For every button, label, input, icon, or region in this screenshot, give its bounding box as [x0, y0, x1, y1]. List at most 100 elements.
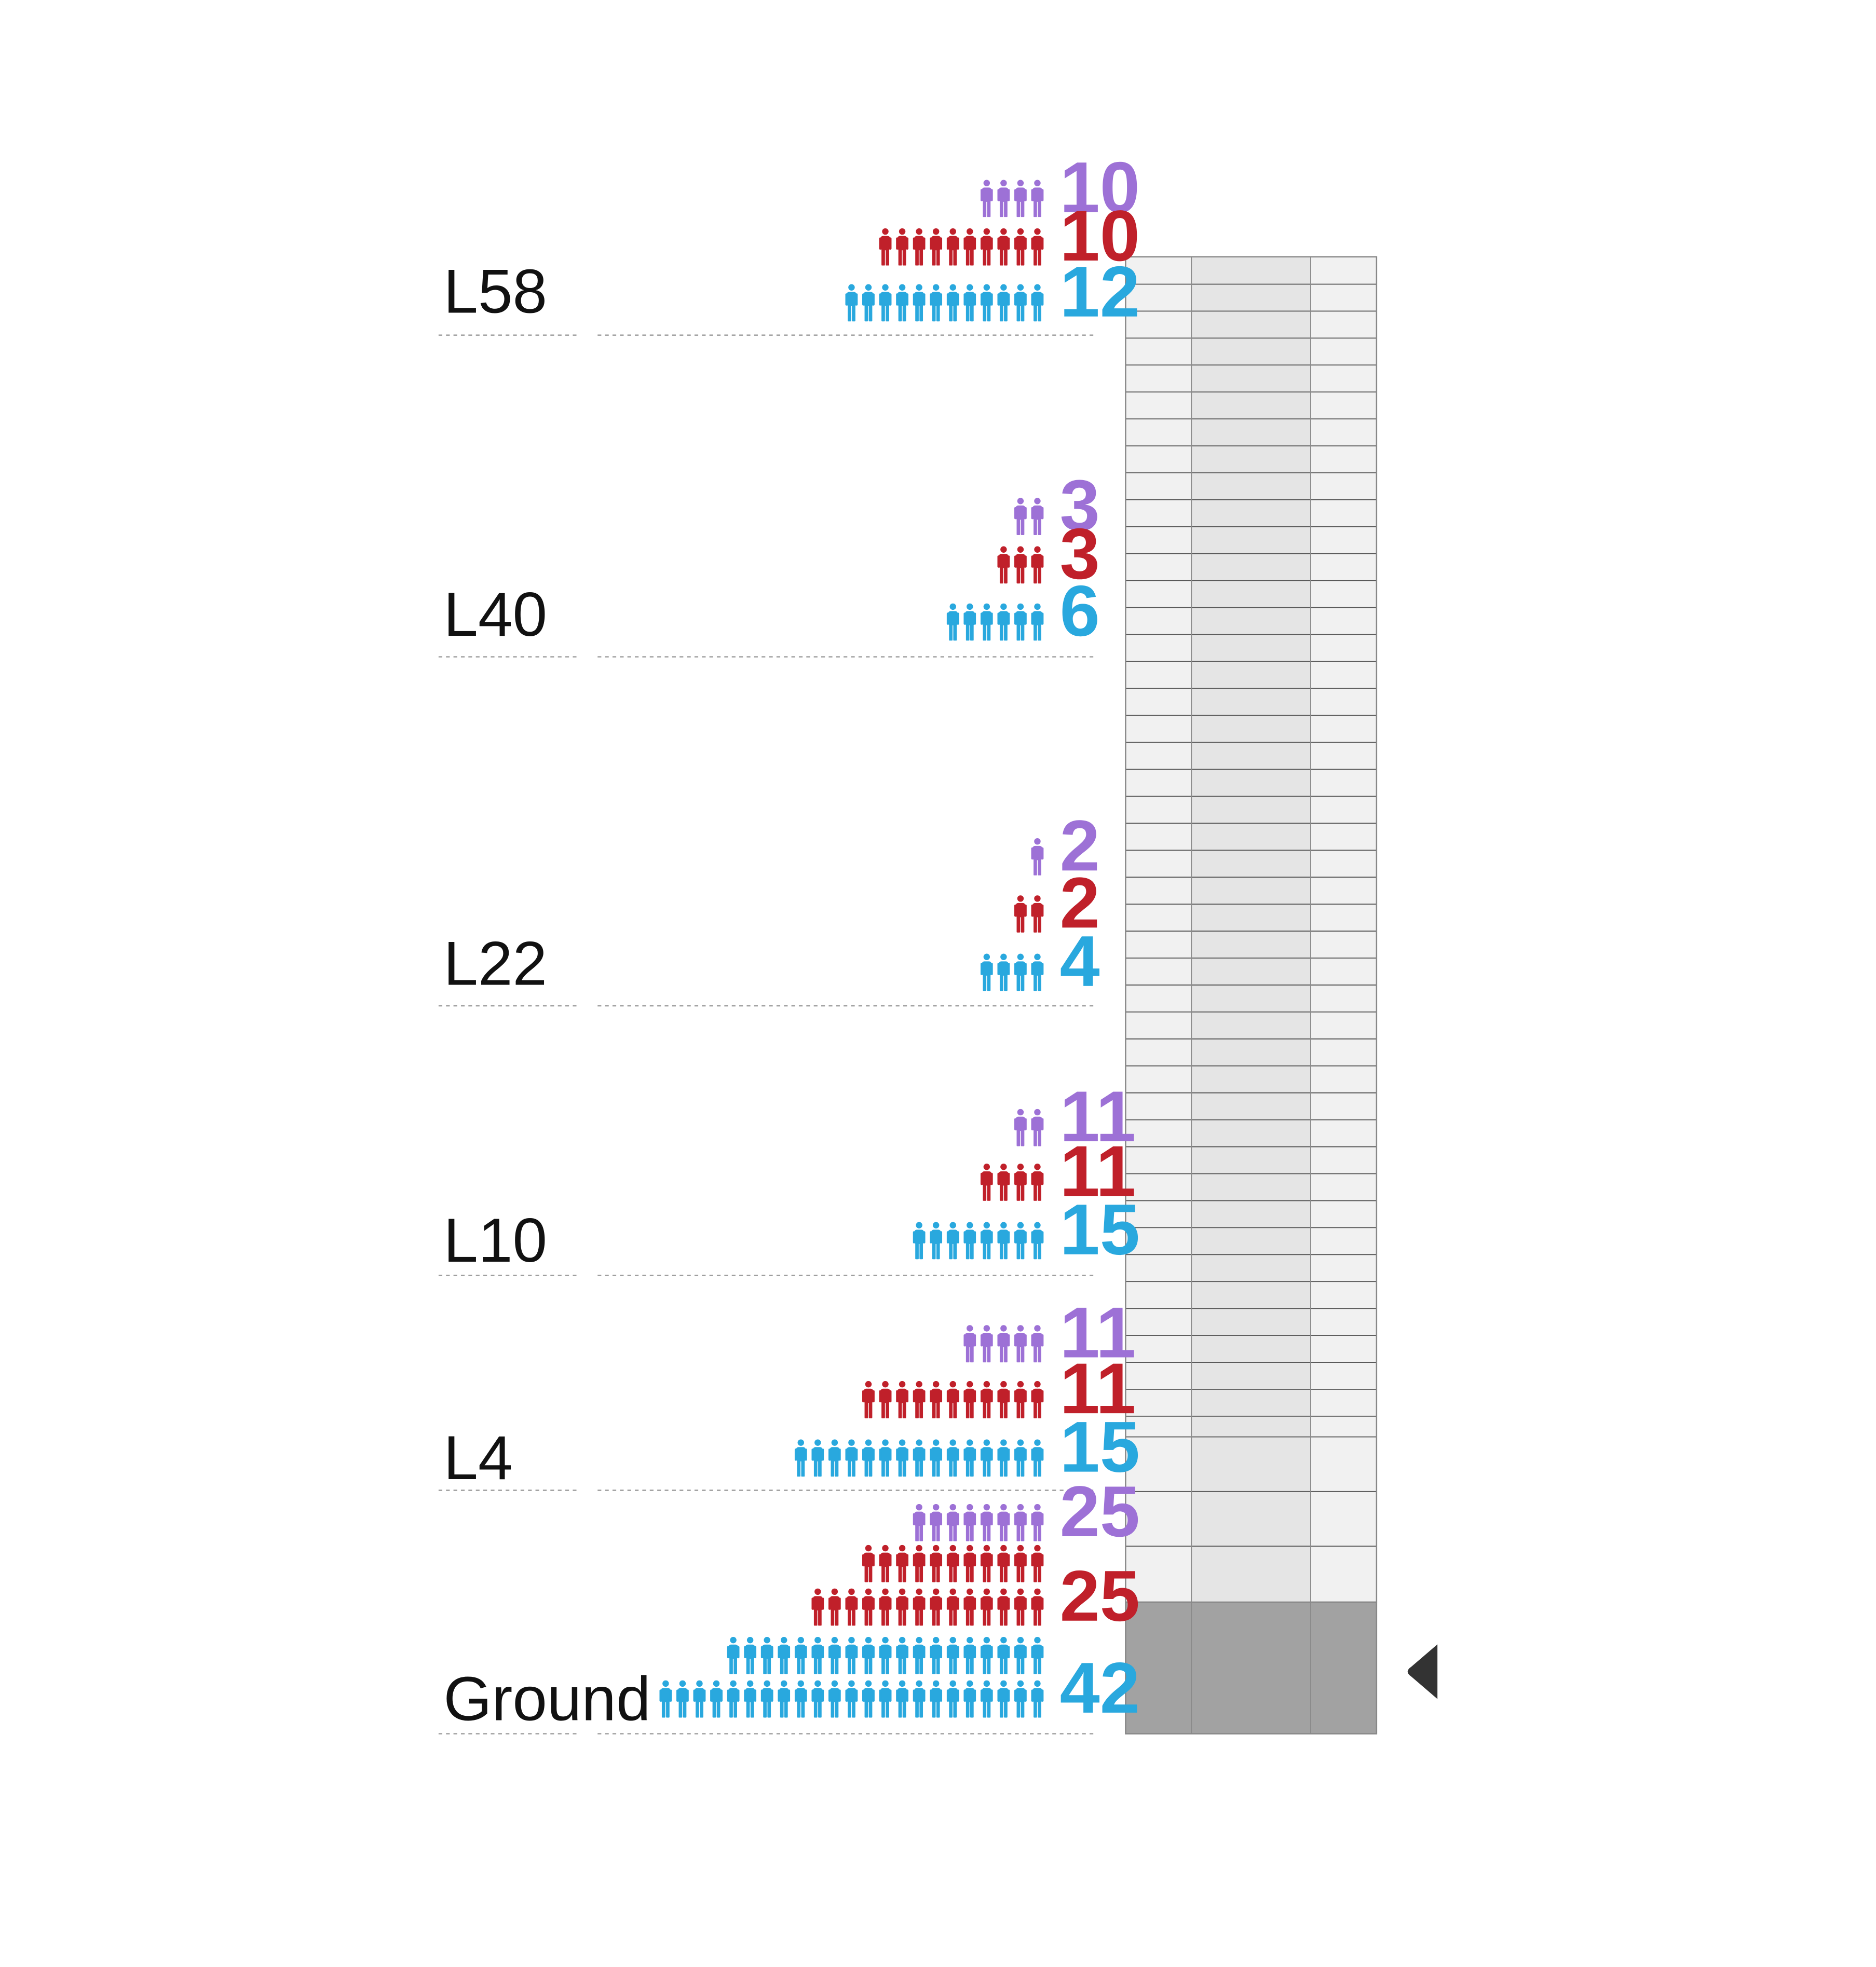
person-icon	[879, 1680, 892, 1718]
purple-count-label: 11	[1060, 1292, 1136, 1373]
person-icon	[879, 1588, 892, 1626]
person-icon	[997, 1325, 1010, 1362]
person-icon	[1031, 1164, 1044, 1201]
person-icon	[980, 603, 993, 641]
person-icon	[828, 1680, 841, 1718]
person-icon	[930, 1222, 943, 1260]
person-icon	[913, 1439, 926, 1477]
person-icon	[946, 603, 959, 641]
person-icon	[946, 1222, 959, 1260]
person-icon	[1031, 603, 1044, 641]
person-icon	[913, 1504, 926, 1541]
person-icon	[997, 1545, 1010, 1582]
person-icon	[946, 1680, 959, 1718]
person-icon	[896, 1439, 909, 1477]
person-icon	[879, 1545, 892, 1582]
blue-count-label: 42	[1060, 1648, 1140, 1728]
person-icon	[1014, 953, 1027, 991]
person-icon	[1031, 1680, 1044, 1718]
person-icon	[980, 284, 993, 322]
person-icon	[930, 228, 943, 266]
person-icon	[997, 1588, 1010, 1626]
person-icon	[896, 1680, 909, 1718]
person-icon	[930, 1588, 943, 1626]
person-icon	[946, 284, 959, 322]
person-icon	[828, 1636, 841, 1674]
person-icon	[1031, 1439, 1044, 1477]
person-icon	[811, 1588, 824, 1626]
person-icon	[946, 1381, 959, 1418]
red-count-label: 10	[1060, 196, 1140, 276]
person-icon	[997, 603, 1010, 641]
person-icon	[997, 1636, 1010, 1674]
person-icon	[963, 1381, 976, 1418]
blue-count-label: 4	[1060, 921, 1100, 1002]
person-icon	[946, 1588, 959, 1626]
person-icon	[1014, 895, 1027, 933]
blue-count-label: 12	[1060, 252, 1140, 332]
person-icon	[980, 1545, 993, 1582]
person-icon	[963, 1222, 976, 1260]
person-icon	[980, 180, 993, 217]
person-icon	[963, 1504, 976, 1541]
person-icon	[1031, 1325, 1044, 1362]
person-icon	[930, 1439, 943, 1477]
person-icon	[930, 1545, 943, 1582]
tower-core	[1191, 256, 1311, 1602]
person-icon	[980, 1439, 993, 1477]
person-icon	[879, 1381, 892, 1418]
person-icon	[1031, 1636, 1044, 1674]
floor-label: L58	[443, 257, 547, 326]
person-icon	[1031, 895, 1044, 933]
red-count-label: 2	[1060, 863, 1100, 943]
blue-count-label: 6	[1060, 571, 1100, 651]
person-icon	[778, 1636, 791, 1674]
person-icon	[862, 1545, 875, 1582]
floor-label: Ground	[443, 1664, 650, 1733]
person-icon	[1031, 546, 1044, 584]
person-icon	[1014, 1504, 1027, 1541]
person-icon	[963, 1588, 976, 1626]
person-icon	[997, 180, 1010, 217]
person-icon	[659, 1680, 672, 1718]
person-icon	[913, 284, 926, 322]
blue-count-label: 15	[1060, 1407, 1140, 1487]
person-icon	[1031, 1109, 1044, 1146]
floor-label: L22	[443, 929, 547, 998]
person-icon	[744, 1636, 757, 1674]
tower-outline	[1125, 256, 1378, 1734]
red-count-label: 11	[1060, 1348, 1136, 1429]
blue-count-label: 15	[1060, 1190, 1140, 1270]
person-icon	[862, 1439, 875, 1477]
purple-count-label: 11	[1060, 1076, 1136, 1157]
person-icon	[862, 1381, 875, 1418]
person-icon	[862, 284, 875, 322]
person-icon	[1014, 1164, 1027, 1201]
person-icon	[1014, 1325, 1027, 1362]
person-icon	[845, 1636, 858, 1674]
person-icon	[997, 284, 1010, 322]
person-icon	[980, 1222, 993, 1260]
pictograph-icons	[659, 180, 1044, 1718]
person-icon	[997, 1222, 1010, 1260]
person-icon	[997, 546, 1010, 584]
purple-count-label: 2	[1060, 805, 1100, 886]
person-icon	[896, 284, 909, 322]
floor-label: L4	[443, 1424, 512, 1493]
person-icon	[676, 1680, 689, 1718]
person-icon	[845, 1588, 858, 1626]
person-icon	[1014, 1545, 1027, 1582]
person-icon	[980, 1325, 993, 1362]
person-icon	[946, 1545, 959, 1582]
floor-guides	[438, 334, 1097, 1734]
person-icon	[980, 1636, 993, 1674]
person-icon	[913, 228, 926, 266]
person-icon	[913, 1588, 926, 1626]
person-icon	[879, 284, 892, 322]
person-icon	[980, 1680, 993, 1718]
person-icon	[980, 1381, 993, 1418]
person-icon	[963, 1545, 976, 1582]
person-icon	[760, 1680, 773, 1718]
person-icon	[1031, 953, 1044, 991]
